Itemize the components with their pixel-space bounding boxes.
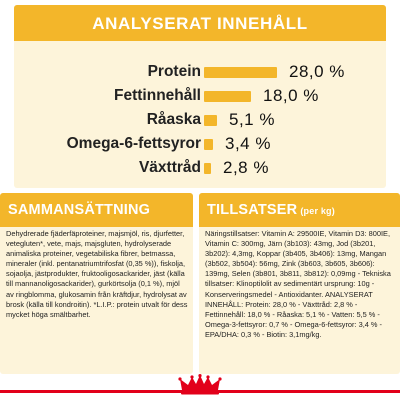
additives-subtitle: (per kg): [300, 206, 335, 216]
nutrient-value: 28,0 %: [289, 62, 345, 81]
nutrient-bar: [204, 67, 277, 78]
nutrient-row-fat: Fettinnehåll 18,0 %: [14, 85, 386, 109]
nutrient-row-fibre: Växttråd 2,8 %: [14, 157, 386, 181]
nutrient-value: 5,1 %: [229, 110, 275, 129]
nutrient-row-omega6: Omega-6-fettsyror 3,4 %: [14, 133, 386, 157]
additives-title-text: TILLSATSER: [207, 202, 298, 218]
nutrient-name: Växttråd: [138, 159, 201, 176]
composition-text: Dehydrerade fjäderfäproteiner, majsmjöl,…: [6, 229, 188, 319]
nutrient-value: 3,4 %: [225, 134, 271, 153]
additives-text: Näringstillsatser: Vitamin A: 29500IE, V…: [205, 229, 391, 339]
additives-header: TILLSATSER (per kg): [199, 193, 400, 227]
nutrient-name: Fettinnehåll: [114, 87, 201, 104]
royal-canin-crown-icon: [178, 374, 222, 395]
nutrient-row-ash: Råaska 5,1 %: [14, 109, 386, 133]
nutrient-bar: [204, 115, 217, 126]
nutrient-name: Protein: [147, 63, 201, 80]
nutrient-value: 18,0 %: [263, 86, 319, 105]
nutrient-bar: [204, 91, 251, 102]
analysis-panel: ANALYSERAT INNEHÅLL Protein 28,0 % Fetti…: [14, 5, 386, 188]
composition-panel: SAMMANSÄTTNING Dehydrerade fjäderfäprote…: [0, 193, 193, 374]
nutrient-bar: [204, 139, 213, 150]
composition-title: SAMMANSÄTTNING: [8, 202, 151, 218]
analysis-title: ANALYSERAT INNEHÅLL: [92, 14, 308, 33]
composition-header: SAMMANSÄTTNING: [0, 193, 193, 227]
nutrient-name: Omega-6-fettsyror: [66, 135, 201, 152]
nutrient-row-protein: Protein 28,0 %: [14, 61, 386, 85]
additives-panel: TILLSATSER (per kg) Näringstillsatser: Vi…: [199, 193, 400, 374]
analysis-header: ANALYSERAT INNEHÅLL: [14, 5, 386, 41]
nutrient-bar: [204, 163, 211, 174]
additives-title: TILLSATSER (per kg): [207, 202, 335, 218]
nutrient-value: 2,8 %: [223, 158, 269, 177]
nutrient-name: Råaska: [146, 111, 201, 128]
